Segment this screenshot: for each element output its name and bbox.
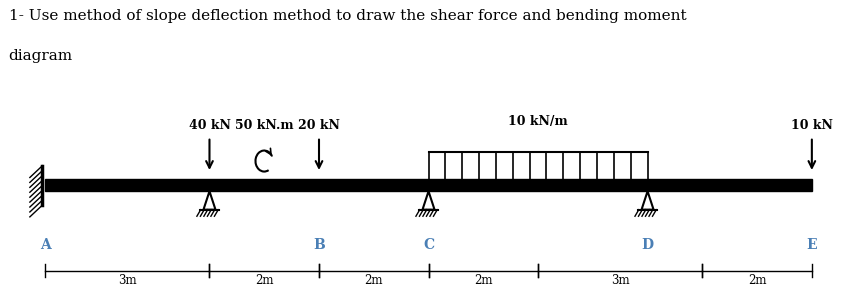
- Text: diagram: diagram: [9, 49, 73, 63]
- Bar: [45, 179, 812, 191]
- Text: 2m: 2m: [365, 274, 383, 287]
- Text: A: A: [40, 238, 50, 252]
- Text: 3m: 3m: [611, 274, 629, 287]
- Text: 2m: 2m: [474, 274, 492, 287]
- Text: 10 kN: 10 kN: [791, 119, 832, 132]
- Text: 40 kN: 40 kN: [188, 119, 230, 132]
- Text: C: C: [423, 238, 434, 252]
- Text: E: E: [806, 238, 817, 252]
- Text: 1- Use method of slope deflection method to draw the shear force and bending mom: 1- Use method of slope deflection method…: [9, 9, 687, 23]
- Text: D: D: [641, 238, 654, 252]
- Text: 2m: 2m: [748, 274, 766, 287]
- Text: 2m: 2m: [255, 274, 273, 287]
- Text: 3m: 3m: [118, 274, 136, 287]
- Text: B: B: [313, 238, 325, 252]
- Text: 20 kN: 20 kN: [298, 119, 340, 132]
- Text: 50 kN.m: 50 kN.m: [235, 119, 293, 132]
- Text: 10 kN/m: 10 kN/m: [508, 115, 568, 128]
